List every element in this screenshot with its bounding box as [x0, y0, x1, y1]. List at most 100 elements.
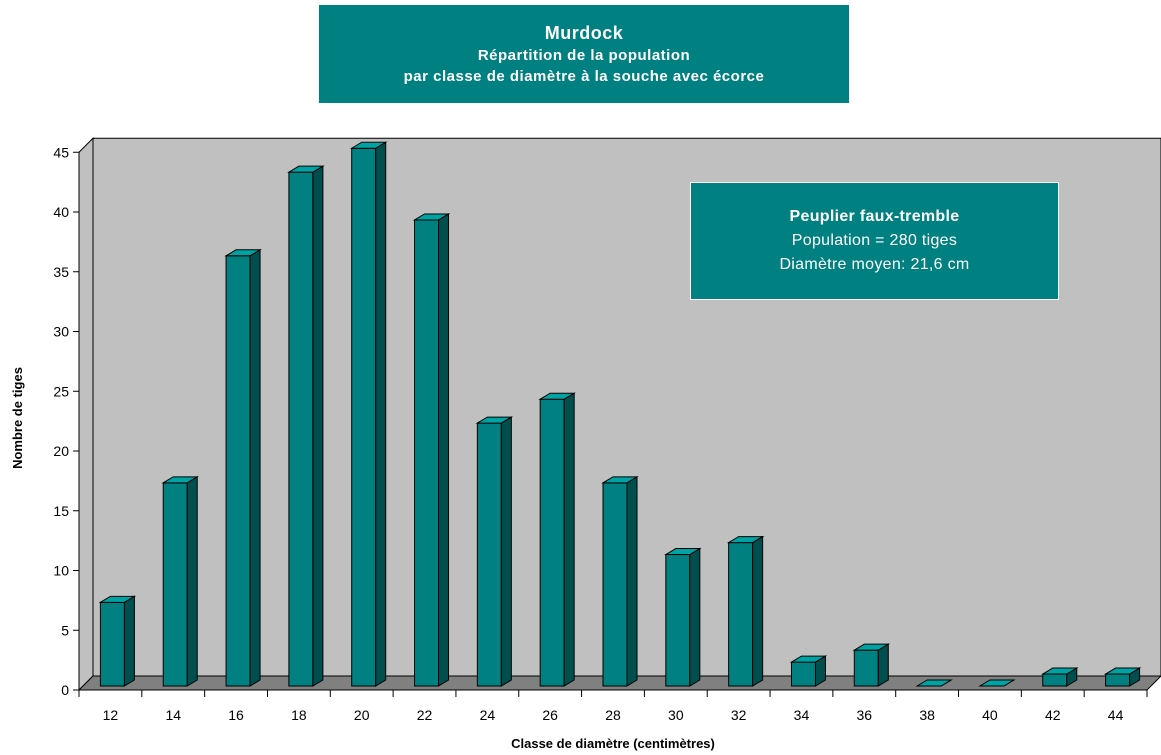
bar-top [349, 141, 388, 149]
x-tick-label: 24 [480, 707, 496, 723]
side-wall [78, 137, 94, 692]
bar-top [538, 392, 576, 400]
x-tick-label: 32 [731, 707, 747, 723]
title-line-2: Répartition de la population [477, 47, 691, 64]
y-tick-label: 15 [53, 503, 69, 519]
y-tick-label: 0 [61, 682, 69, 698]
bar-side [626, 475, 638, 687]
bar-side [186, 475, 198, 687]
y-tick-label: 20 [53, 443, 69, 459]
bar [98, 595, 137, 687]
bar-top [852, 643, 891, 651]
bar [161, 475, 200, 687]
x-tick-label: 34 [794, 707, 810, 723]
bar-front [853, 649, 879, 687]
chart-title: Murdock Répartition de la population par… [319, 5, 849, 103]
bar [349, 141, 388, 687]
bar-top [161, 476, 200, 484]
bar-top [601, 476, 639, 484]
bar-front [728, 542, 754, 687]
bars [98, 141, 1142, 687]
bar-front [476, 422, 502, 687]
bar-top [98, 595, 137, 603]
bar-front [1105, 673, 1131, 687]
x-tick-label: 20 [354, 707, 370, 723]
bar-side [500, 416, 512, 687]
bar [601, 475, 639, 687]
bar-front [1042, 673, 1068, 687]
bar [978, 679, 1016, 687]
bar-front [539, 398, 565, 687]
bar-top [789, 655, 828, 663]
bar-front [790, 661, 816, 687]
x-tick-label: 12 [103, 707, 119, 723]
bar-side [877, 643, 889, 687]
bar-front [602, 482, 628, 687]
bar-front [225, 255, 251, 687]
bar-side [249, 248, 261, 687]
bar-side [689, 547, 701, 687]
bar-top [224, 249, 262, 257]
bar [412, 213, 451, 687]
x-tick-label: 30 [668, 707, 684, 723]
x-tick-label: 36 [857, 707, 873, 723]
y-tick-label: 30 [53, 324, 69, 340]
x-tick-label: 40 [982, 707, 998, 723]
bar-side [312, 165, 324, 687]
bar [789, 655, 828, 687]
bar [1103, 667, 1142, 687]
y-tick-label: 35 [53, 264, 69, 280]
population-label: Population = 280 tiges [791, 232, 958, 249]
x-tick-label: 16 [228, 707, 244, 723]
bar [726, 535, 765, 687]
bar-side [752, 535, 764, 687]
x-tick-label: 44 [1108, 707, 1124, 723]
bar-top [287, 165, 325, 173]
bar-top [412, 213, 451, 221]
bar-top [726, 536, 765, 544]
x-tick-label: 18 [291, 707, 307, 723]
bar [915, 679, 953, 687]
x-tick-label: 26 [542, 707, 558, 723]
bar-side [438, 213, 450, 687]
y-tick-label: 45 [53, 144, 69, 160]
x-tick-label: 38 [919, 707, 935, 723]
bar-top [1103, 667, 1142, 675]
bar-front [162, 482, 188, 687]
bar-front [99, 601, 125, 687]
x-tick-label: 42 [1045, 707, 1061, 723]
title-line-3: par classe de diamètre à la souche avec … [403, 68, 765, 85]
y-tick-label: 5 [61, 622, 69, 638]
bar-side [375, 141, 387, 687]
x-tick-label: 14 [165, 707, 181, 723]
mean-diameter-label: Diamètre moyen: 21,6 cm [779, 256, 970, 273]
y-tick-label: 25 [53, 383, 69, 399]
y-tick-label: 10 [53, 563, 69, 579]
summary-box: Peuplier faux-tremble Population = 280 t… [690, 182, 1059, 300]
y-tick-label: 40 [53, 204, 69, 220]
axes: 0 5 10 15 20 25 30 35 40 45 12 14 16 18 20 22 24 26 28 30 32… [53, 144, 1148, 723]
bar [287, 165, 325, 687]
bar-front [665, 554, 691, 687]
x-tick-label: 22 [417, 707, 433, 723]
bar [852, 643, 891, 687]
bar [475, 416, 514, 687]
bar-side [123, 595, 135, 687]
bar-top [915, 679, 953, 687]
bar-top [475, 416, 514, 424]
bar-front [414, 219, 440, 687]
bar-top [978, 679, 1016, 687]
bar-top [664, 548, 702, 556]
bar [1040, 667, 1079, 687]
bar-side [563, 392, 575, 687]
title-line-1: Murdock [544, 23, 624, 43]
bar [664, 547, 702, 687]
bar [538, 392, 576, 687]
bar [224, 248, 262, 687]
bar-top [1040, 667, 1079, 675]
bar-front [351, 147, 377, 687]
x-tick-label: 28 [605, 707, 621, 723]
bar-front [288, 171, 314, 687]
y-axis-title: Nombre de tiges [10, 367, 25, 469]
x-axis-title: Classe de diamètre (centimètres) [511, 736, 715, 751]
